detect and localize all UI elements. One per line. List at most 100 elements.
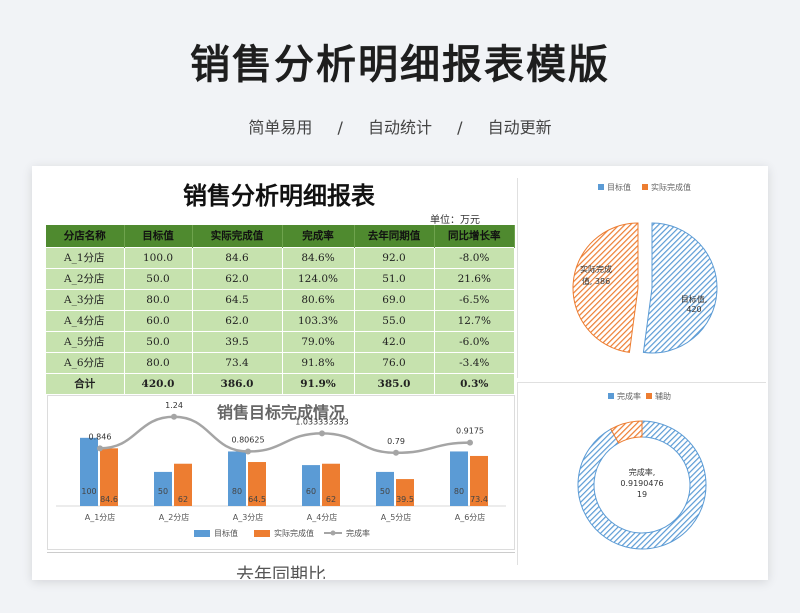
value-cell[interactable]: 62.0: [192, 267, 283, 289]
value-cell[interactable]: 80.0: [124, 351, 193, 373]
donut-slice-rate: [577, 420, 707, 550]
col-header: 目标值: [124, 225, 193, 247]
branch-name-cell[interactable]: 合计: [46, 372, 125, 394]
rate-point: [467, 439, 473, 446]
bar-target: [228, 451, 246, 506]
value-cell[interactable]: 73.4: [192, 351, 283, 373]
table-row: A_4分店 60.0 62.0 103.3% 55.0 12.7%: [46, 309, 515, 331]
legend-swatch-target: [598, 184, 604, 190]
bar-actual: [470, 455, 488, 506]
value-cell[interactable]: 84.6%: [282, 246, 355, 268]
value-cell[interactable]: 420.0: [124, 372, 193, 394]
category-label: A_6分店: [455, 512, 486, 522]
tag-easy: 简单易用: [248, 118, 313, 137]
col-header: 去年同期值: [354, 225, 435, 247]
value-cell[interactable]: 79.0%: [282, 330, 355, 352]
next-section-title: 去年同期比: [236, 565, 326, 579]
value-cell[interactable]: 12.7%: [434, 309, 515, 331]
data-label-rate: 0.79: [387, 437, 405, 446]
value-cell[interactable]: 55.0: [354, 309, 435, 331]
value-cell[interactable]: 60.0: [124, 309, 193, 331]
page-title: 销售分析明细报表模版: [190, 42, 610, 88]
pie-slice-actual: [572, 222, 639, 353]
table-row: A_1分店 100.0 84.6 84.6% 92.0 -8.0%: [46, 246, 515, 268]
target-completion-chart: 销售目标完成情况 100 84.6 A_1分店 0.846 50 62 A_2分店 1.24 80…: [56, 401, 506, 538]
table-row: A_5分店 50.0 39.5 79.0% 42.0 -6.0%: [46, 330, 515, 352]
rate-point: [393, 449, 399, 456]
col-header: 实际完成值: [192, 225, 283, 247]
value-cell[interactable]: 50.0: [124, 330, 193, 352]
value-cell[interactable]: -6.0%: [434, 330, 515, 352]
col-header: 分店名称: [46, 225, 125, 247]
donut-center-label: 完成率, 0.9190476 19: [620, 467, 663, 499]
legend-swatch-rate: [608, 393, 614, 399]
value-cell[interactable]: 91.8%: [282, 351, 355, 373]
legend-actual: 实际完成值: [651, 182, 691, 192]
chart-title: 销售目标完成情况: [217, 403, 345, 422]
value-cell[interactable]: 51.0: [354, 267, 435, 289]
value-cell[interactable]: 42.0: [354, 330, 435, 352]
pie-label-line: 目标值,: [681, 294, 708, 304]
value-cell[interactable]: 100.0: [124, 246, 193, 268]
value-cell[interactable]: 385.0: [354, 372, 435, 394]
value-cell[interactable]: 80.6%: [282, 288, 355, 310]
total-row: 合计 420.0 386.0 91.9% 385.0 0.3%: [46, 372, 515, 394]
value-cell[interactable]: -6.5%: [434, 288, 515, 310]
rate-point: [245, 448, 251, 455]
branch-name-cell[interactable]: A_6分店: [46, 351, 125, 373]
report-title: 销售分析明细报表: [183, 181, 375, 210]
legend-swatch-aux: [646, 393, 652, 399]
value-cell[interactable]: 386.0: [192, 372, 283, 394]
branch-name-cell[interactable]: A_5分店: [46, 330, 125, 352]
bar-target: [80, 437, 98, 506]
pie-label-target: 目标值, 420: [681, 294, 708, 314]
data-label-rate: 0.9175: [456, 427, 484, 436]
rate-line: [99, 415, 471, 455]
pie-slice-target: [642, 222, 718, 354]
data-label-target: 60: [306, 487, 316, 496]
bar-actual: [174, 463, 192, 506]
pie-label-line: 值, 386: [582, 276, 610, 286]
value-cell[interactable]: -3.4%: [434, 351, 515, 373]
data-label-actual: 84.6: [100, 495, 118, 504]
value-cell[interactable]: 50.0: [124, 267, 193, 289]
value-cell[interactable]: 64.5: [192, 288, 283, 310]
data-label-target: 50: [158, 487, 168, 496]
report-table: 分店名称 目标值 实际完成值 完成率 去年同期值 同比增长率 A_1分店 100.…: [46, 225, 515, 394]
value-cell[interactable]: 84.6: [192, 246, 283, 268]
branch-name-cell[interactable]: A_1分店: [46, 246, 125, 268]
value-cell[interactable]: 124.0%: [282, 267, 355, 289]
category-label: A_5分店: [381, 512, 412, 522]
pie-chart-panel: 目标值 实际完成值 目标值, 420 实际完成值, 386: [517, 178, 766, 378]
value-cell[interactable]: 80.0: [124, 288, 193, 310]
value-cell[interactable]: 69.0: [354, 288, 435, 310]
bar-chart-panel: 销售目标完成情况 100 84.6 A_1分店 0.846 50 62 A_2分店 1.24 80…: [47, 395, 515, 550]
value-cell[interactable]: 92.0: [354, 246, 435, 268]
value-cell[interactable]: 91.9%: [282, 372, 355, 394]
next-section: 去年同期比: [47, 552, 515, 580]
value-cell[interactable]: 0.3%: [434, 372, 515, 394]
value-cell[interactable]: 103.3%: [282, 309, 355, 331]
value-cell[interactable]: 76.0: [354, 351, 435, 373]
bar-actual: [100, 448, 118, 506]
value-cell[interactable]: 62.0: [192, 309, 283, 331]
data-label-rate: 1.24: [165, 401, 183, 410]
value-cell[interactable]: 39.5: [192, 330, 283, 352]
data-label-rate: 0.80625: [231, 436, 264, 445]
branch-name-cell[interactable]: A_2分店: [46, 267, 125, 289]
data-label-rate: 0.846: [89, 432, 112, 441]
tag-auto-stats: 自动统计: [367, 118, 432, 137]
legend-swatch-actual: [254, 530, 270, 537]
donut-label-line: 19: [637, 490, 647, 499]
legend-rate: 完成率: [617, 391, 641, 401]
data-label-rate: 1.033333333: [295, 417, 348, 426]
legend-rate: 完成率: [346, 528, 370, 538]
value-cell[interactable]: 21.6%: [434, 267, 515, 289]
category-label: A_3分店: [233, 512, 264, 522]
branch-name-cell[interactable]: A_3分店: [46, 288, 125, 310]
branch-name-cell[interactable]: A_4分店: [46, 309, 125, 331]
col-header: 同比增长率: [434, 225, 515, 247]
value-cell[interactable]: -8.0%: [434, 246, 515, 268]
